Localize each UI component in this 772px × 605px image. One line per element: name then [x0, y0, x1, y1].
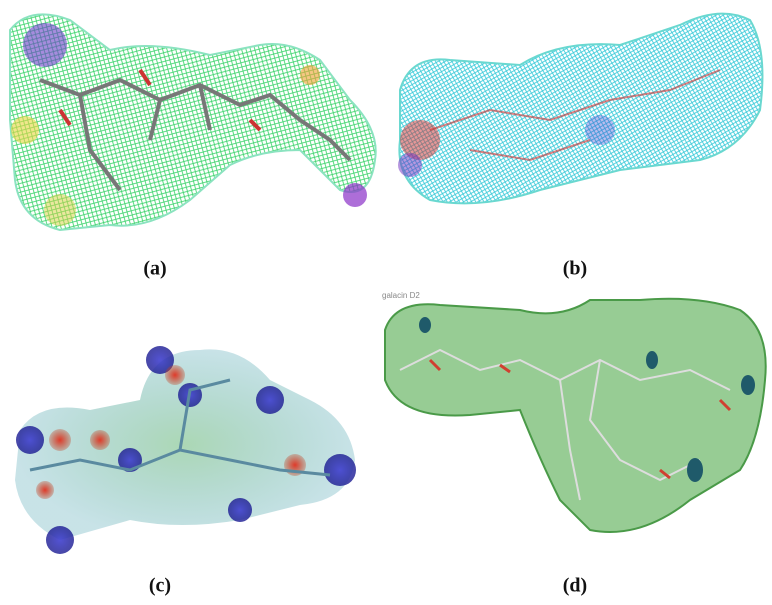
panel-label: (b) — [563, 258, 587, 280]
panel-d-image: galacin D2 — [382, 291, 767, 533]
panel-label: (d) — [563, 575, 587, 597]
panel-a-image — [9, 13, 377, 232]
panel-caption: galacin D2 — [382, 291, 420, 300]
panel-label: (c) — [149, 575, 171, 597]
panel-b-image — [398, 12, 764, 205]
panel-label: (a) — [143, 258, 166, 280]
panel-c-image — [15, 346, 356, 554]
